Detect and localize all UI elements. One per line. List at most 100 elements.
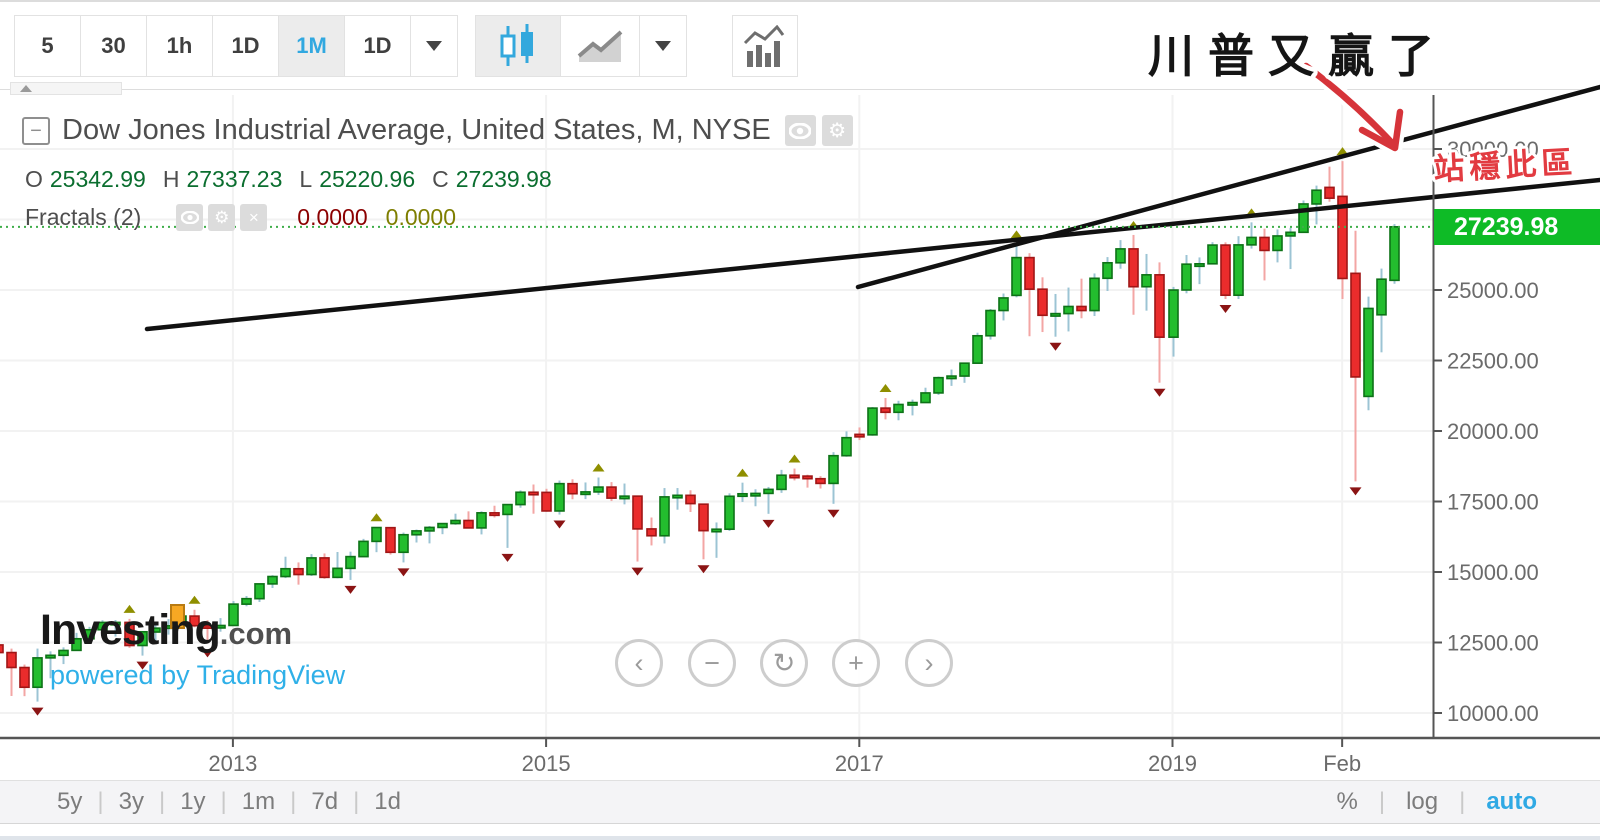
candle-body (698, 503, 709, 532)
candle-body (632, 495, 643, 530)
y-axis-label: 30000.00 (1447, 137, 1539, 162)
candle-body (306, 557, 317, 576)
candle-body (1089, 277, 1100, 312)
candle-body (385, 526, 396, 554)
y-axis-label: 12500.00 (1447, 631, 1539, 656)
scale-button-percent[interactable]: % (1336, 788, 1358, 815)
candle-body (672, 494, 683, 499)
interval-button-1m[interactable]: 1M (278, 14, 345, 77)
candle-body (45, 654, 56, 659)
candle-body (541, 491, 552, 512)
candle-body (1220, 244, 1231, 297)
candle-body (985, 309, 996, 337)
candle-body (450, 519, 461, 525)
candle-body (293, 567, 304, 576)
page-footer (0, 836, 1600, 840)
powered-by-tradingview[interactable]: powered by TradingView (50, 660, 346, 690)
candle-body (1233, 244, 1244, 297)
current-price-label: 27239.98 (1434, 209, 1600, 245)
range-buttons: 5y | 3y | 1y | 1m | 7d | 1d (42, 788, 416, 816)
candle-body (1259, 236, 1270, 252)
candle-body (1050, 312, 1061, 317)
candle-body (1194, 263, 1205, 268)
candle-body (424, 526, 435, 532)
eye-icon[interactable] (176, 204, 204, 231)
candle-body (750, 492, 761, 497)
interval-button-1d[interactable]: 1D (344, 14, 411, 77)
scale-button-auto[interactable]: auto (1486, 788, 1537, 815)
chart-type-dropdown-button[interactable] (639, 14, 687, 77)
reset-view-button[interactable]: ↻ (760, 639, 808, 687)
x-axis-label: 2019 (1148, 751, 1197, 776)
candle-body (476, 512, 487, 529)
separator: | (158, 788, 166, 815)
candle-body (828, 454, 839, 485)
investing-logo[interactable]: Investing.com (40, 606, 292, 655)
logo-brand: Investing (40, 606, 221, 654)
candle-body (685, 494, 696, 505)
fractal-down-marker (1049, 342, 1062, 351)
candle-body (606, 486, 617, 499)
candle-body (907, 401, 918, 406)
y-axis-label: 20000.00 (1447, 419, 1539, 444)
range-button-7d[interactable]: 7d (311, 788, 339, 815)
interval-button-1d[interactable]: 1D (212, 14, 279, 77)
range-button-1y[interactable]: 1y (180, 788, 206, 815)
indicators-button[interactable] (732, 14, 798, 77)
zoom-out-button[interactable]: − (688, 639, 736, 687)
candle-body (19, 666, 30, 689)
separator: | (97, 788, 104, 815)
candle-body (737, 492, 748, 498)
candle-body (254, 583, 265, 600)
candle-body (32, 657, 43, 689)
logo-candle-icon (170, 604, 185, 629)
chart-type-candles-button[interactable] (475, 14, 561, 77)
chart-type-line-button[interactable] (560, 14, 640, 77)
candle-body (1181, 263, 1192, 291)
candle-body (1102, 261, 1113, 280)
interval-button-30[interactable]: 30 (80, 14, 147, 77)
candle-body (502, 503, 513, 516)
gear-icon[interactable]: ⚙ (208, 204, 236, 231)
candle-body (1285, 231, 1296, 237)
candle-body (802, 475, 813, 480)
collapse-icon[interactable]: − (22, 116, 50, 145)
gear-icon[interactable]: ⚙ (821, 115, 853, 146)
zoom-in-button[interactable]: + (832, 639, 880, 687)
scale-button-log[interactable]: log (1406, 788, 1439, 815)
candle-body (1207, 244, 1218, 265)
eye-icon[interactable] (784, 115, 816, 146)
candle-body (1011, 256, 1022, 297)
range-button-3y[interactable]: 3y (118, 788, 144, 815)
interval-button-1h[interactable]: 1h (146, 14, 213, 77)
candle-body (1154, 274, 1165, 338)
interval-dropdown-button[interactable] (410, 14, 458, 77)
fractal-down-marker (827, 509, 840, 518)
fractal-down-marker (1219, 305, 1232, 314)
close-icon[interactable]: × (240, 204, 268, 231)
candle-body (776, 474, 787, 491)
interval-button-5[interactable]: 5 (14, 14, 81, 77)
x-axis-label: 2017 (835, 751, 884, 776)
x-axis-label: Feb (1323, 751, 1361, 776)
interval-buttons: 5 30 1h 1D 1M 1D (14, 14, 411, 77)
candle-body (659, 496, 670, 537)
fractal-down-marker (1349, 487, 1362, 496)
line-chart-icon (577, 30, 623, 62)
candle-body (789, 474, 800, 479)
candle-body (463, 519, 474, 529)
y-axis-label: 17500.00 (1447, 490, 1539, 515)
fractal-up-marker (788, 454, 801, 463)
toolbar-expander[interactable] (10, 82, 122, 95)
candle-body (398, 533, 409, 554)
pan-left-button[interactable]: ‹ (615, 639, 663, 687)
range-button-1m[interactable]: 1m (241, 788, 276, 815)
candle-body (1168, 289, 1179, 338)
candle-body (6, 651, 17, 669)
indicator-value-down: 0.0000 (297, 204, 368, 230)
pan-right-button[interactable]: › (905, 639, 953, 687)
range-button-1d[interactable]: 1d (374, 788, 401, 815)
candle-body (920, 392, 931, 404)
range-button-5y[interactable]: 5y (57, 788, 83, 815)
